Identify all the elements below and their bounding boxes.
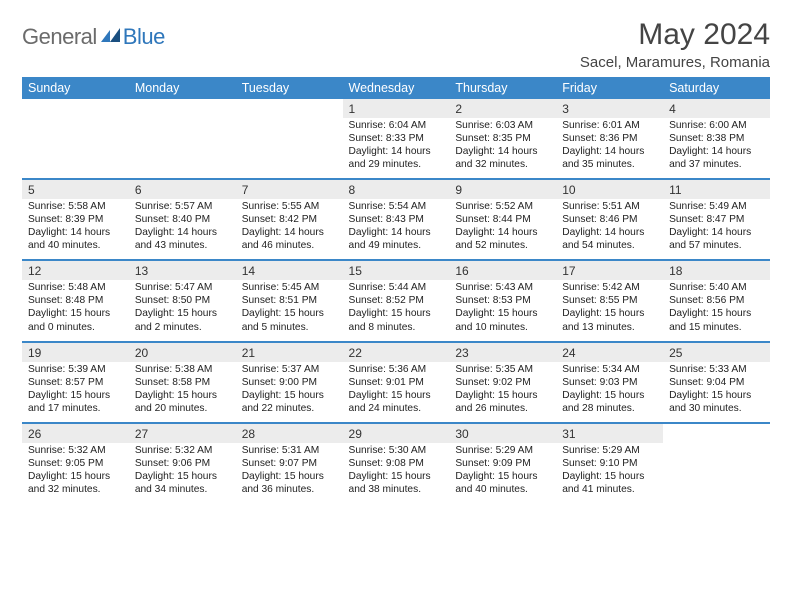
daynum-cell: 22 [343, 343, 450, 362]
detail-cell: Sunrise: 5:32 AMSunset: 9:05 PMDaylight:… [22, 443, 129, 503]
daynum-row: 1234 [22, 99, 770, 118]
detail-cell: Sunrise: 6:03 AMSunset: 8:35 PMDaylight:… [449, 118, 556, 179]
daynum-cell: 3 [556, 99, 663, 118]
daynum-cell: 27 [129, 424, 236, 443]
daynum-cell [22, 99, 129, 118]
daynum-row: 12131415161718 [22, 261, 770, 280]
detail-cell: Sunrise: 5:37 AMSunset: 9:00 PMDaylight:… [236, 362, 343, 423]
detail-cell: Sunrise: 5:45 AMSunset: 8:51 PMDaylight:… [236, 280, 343, 341]
daynum-row: 262728293031 [22, 424, 770, 443]
calendar-table: SundayMondayTuesdayWednesdayThursdayFrid… [22, 77, 770, 503]
daynum-cell: 4 [663, 99, 770, 118]
daynum-cell: 13 [129, 261, 236, 280]
daynum-cell: 6 [129, 180, 236, 199]
detail-row: Sunrise: 5:32 AMSunset: 9:05 PMDaylight:… [22, 443, 770, 503]
detail-cell: Sunrise: 5:55 AMSunset: 8:42 PMDaylight:… [236, 199, 343, 260]
detail-cell: Sunrise: 5:40 AMSunset: 8:56 PMDaylight:… [663, 280, 770, 341]
daynum-cell: 24 [556, 343, 663, 362]
daynum-cell: 2 [449, 99, 556, 118]
detail-cell [129, 118, 236, 179]
detail-cell: Sunrise: 5:32 AMSunset: 9:06 PMDaylight:… [129, 443, 236, 503]
detail-cell: Sunrise: 5:29 AMSunset: 9:10 PMDaylight:… [556, 443, 663, 503]
detail-cell: Sunrise: 5:47 AMSunset: 8:50 PMDaylight:… [129, 280, 236, 341]
daynum-cell [129, 99, 236, 118]
daynum-cell: 18 [663, 261, 770, 280]
detail-cell [236, 118, 343, 179]
detail-cell [22, 118, 129, 179]
daynum-cell: 31 [556, 424, 663, 443]
daynum-cell: 23 [449, 343, 556, 362]
daynum-row: 567891011 [22, 180, 770, 199]
daynum-cell: 15 [343, 261, 450, 280]
daynum-cell [663, 424, 770, 443]
detail-cell: Sunrise: 5:34 AMSunset: 9:03 PMDaylight:… [556, 362, 663, 423]
detail-cell: Sunrise: 6:04 AMSunset: 8:33 PMDaylight:… [343, 118, 450, 179]
detail-cell: Sunrise: 5:39 AMSunset: 8:57 PMDaylight:… [22, 362, 129, 423]
daynum-cell: 10 [556, 180, 663, 199]
daynum-cell: 5 [22, 180, 129, 199]
detail-row: Sunrise: 5:48 AMSunset: 8:48 PMDaylight:… [22, 280, 770, 341]
daynum-cell: 26 [22, 424, 129, 443]
logo-mark-icon [101, 28, 121, 42]
daynum-cell [236, 99, 343, 118]
daynum-cell: 8 [343, 180, 450, 199]
detail-row: Sunrise: 6:04 AMSunset: 8:33 PMDaylight:… [22, 118, 770, 179]
detail-row: Sunrise: 5:58 AMSunset: 8:39 PMDaylight:… [22, 199, 770, 260]
daynum-cell: 21 [236, 343, 343, 362]
dow-header-cell: Sunday [22, 77, 129, 99]
daynum-cell: 11 [663, 180, 770, 199]
dow-header-row: SundayMondayTuesdayWednesdayThursdayFrid… [22, 77, 770, 99]
daynum-cell: 30 [449, 424, 556, 443]
detail-cell: Sunrise: 5:35 AMSunset: 9:02 PMDaylight:… [449, 362, 556, 423]
detail-cell: Sunrise: 5:49 AMSunset: 8:47 PMDaylight:… [663, 199, 770, 260]
dow-header-cell: Wednesday [343, 77, 450, 99]
detail-cell: Sunrise: 5:38 AMSunset: 8:58 PMDaylight:… [129, 362, 236, 423]
detail-cell: Sunrise: 5:42 AMSunset: 8:55 PMDaylight:… [556, 280, 663, 341]
detail-cell: Sunrise: 5:58 AMSunset: 8:39 PMDaylight:… [22, 199, 129, 260]
detail-cell: Sunrise: 5:29 AMSunset: 9:09 PMDaylight:… [449, 443, 556, 503]
detail-cell: Sunrise: 5:31 AMSunset: 9:07 PMDaylight:… [236, 443, 343, 503]
daynum-cell: 25 [663, 343, 770, 362]
daynum-cell: 29 [343, 424, 450, 443]
logo-text-general: General [22, 24, 97, 50]
detail-cell: Sunrise: 5:33 AMSunset: 9:04 PMDaylight:… [663, 362, 770, 423]
detail-cell: Sunrise: 5:36 AMSunset: 9:01 PMDaylight:… [343, 362, 450, 423]
daynum-cell: 7 [236, 180, 343, 199]
detail-cell: Sunrise: 5:30 AMSunset: 9:08 PMDaylight:… [343, 443, 450, 503]
dow-header-cell: Tuesday [236, 77, 343, 99]
month-title: May 2024 [580, 18, 770, 52]
daynum-cell: 9 [449, 180, 556, 199]
header: General Blue May 2024 Sacel, Maramures, … [22, 18, 770, 71]
daynum-cell: 12 [22, 261, 129, 280]
daynum-cell: 16 [449, 261, 556, 280]
detail-cell: Sunrise: 5:44 AMSunset: 8:52 PMDaylight:… [343, 280, 450, 341]
detail-cell: Sunrise: 5:48 AMSunset: 8:48 PMDaylight:… [22, 280, 129, 341]
dow-header-cell: Friday [556, 77, 663, 99]
detail-cell: Sunrise: 5:43 AMSunset: 8:53 PMDaylight:… [449, 280, 556, 341]
daynum-cell: 20 [129, 343, 236, 362]
logo-text-blue: Blue [123, 24, 165, 50]
detail-cell: Sunrise: 6:00 AMSunset: 8:38 PMDaylight:… [663, 118, 770, 179]
dow-header-cell: Saturday [663, 77, 770, 99]
daynum-cell: 19 [22, 343, 129, 362]
daynum-row: 19202122232425 [22, 343, 770, 362]
logo: General Blue [22, 24, 165, 50]
detail-cell: Sunrise: 6:01 AMSunset: 8:36 PMDaylight:… [556, 118, 663, 179]
location: Sacel, Maramures, Romania [580, 54, 770, 71]
dow-header-cell: Monday [129, 77, 236, 99]
daynum-cell: 28 [236, 424, 343, 443]
detail-cell: Sunrise: 5:52 AMSunset: 8:44 PMDaylight:… [449, 199, 556, 260]
detail-row: Sunrise: 5:39 AMSunset: 8:57 PMDaylight:… [22, 362, 770, 423]
detail-cell: Sunrise: 5:54 AMSunset: 8:43 PMDaylight:… [343, 199, 450, 260]
title-block: May 2024 Sacel, Maramures, Romania [580, 18, 770, 71]
daynum-cell: 1 [343, 99, 450, 118]
detail-cell: Sunrise: 5:57 AMSunset: 8:40 PMDaylight:… [129, 199, 236, 260]
detail-cell: Sunrise: 5:51 AMSunset: 8:46 PMDaylight:… [556, 199, 663, 260]
detail-cell [663, 443, 770, 503]
dow-header-cell: Thursday [449, 77, 556, 99]
daynum-cell: 14 [236, 261, 343, 280]
daynum-cell: 17 [556, 261, 663, 280]
